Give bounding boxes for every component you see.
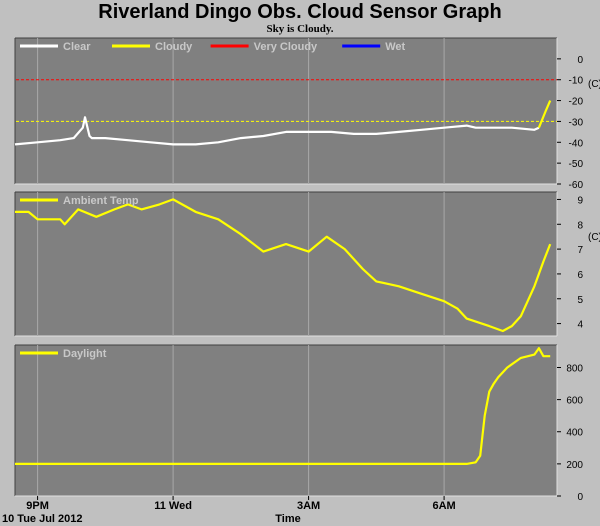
series-line-cloudy [537, 100, 552, 129]
date-label: 10 Tue Jul 2012 [2, 513, 83, 525]
y-tick-label: -30 [569, 117, 584, 128]
y-tick-label: -40 [569, 138, 584, 149]
sky-status-subtitle: Sky is Cloudy. [266, 23, 334, 35]
y-tick-label: 6 [577, 270, 583, 281]
x-tick-label: 3AM [297, 500, 320, 512]
y-tick-label: 800 [566, 363, 583, 374]
y-tick-label: 600 [566, 396, 583, 407]
y-tick-label: 4 [577, 320, 583, 331]
x-axis-label: Time [275, 513, 300, 525]
legend-label: Ambient Temp [63, 195, 139, 207]
y-tick-label: 0 [577, 55, 583, 66]
y-tick-label: -60 [569, 180, 584, 191]
y-axis-label: (C) [588, 79, 600, 90]
y-tick-label: 8 [577, 220, 583, 231]
x-tick-label: 9PM [26, 500, 49, 512]
y-tick-label: -20 [569, 97, 584, 108]
y-tick-label: -50 [569, 159, 584, 170]
legend-label: Very Cloudy [254, 41, 318, 53]
legend-label: Daylight [63, 348, 107, 360]
legend-label: Clear [63, 41, 91, 53]
legend-label: Cloudy [155, 41, 193, 53]
panel-ambient-plot-area [15, 192, 557, 336]
y-tick-label: 7 [577, 245, 583, 256]
panel-daylight-plot-area [15, 345, 557, 496]
y-tick-label: 9 [577, 195, 583, 206]
panel-sky-plot-area [15, 38, 557, 184]
legend-label: Wet [385, 41, 405, 53]
series-line-daylight [15, 347, 551, 465]
chart-title: Riverland Dingo Obs. Cloud Sensor Graph [98, 1, 502, 23]
x-tick-label: 11 Wed [154, 500, 192, 512]
x-tick-label: 6AM [432, 500, 455, 512]
y-tick-label: 0 [577, 492, 583, 503]
series-line-clear [14, 116, 540, 146]
y-tick-label: -10 [569, 76, 584, 87]
series-line-ambient-temp [15, 198, 552, 333]
y-tick-label: 200 [566, 460, 583, 471]
y-tick-label: 5 [577, 295, 583, 306]
y-tick-label: 400 [566, 428, 583, 439]
y-axis-label: (C) [588, 232, 600, 243]
